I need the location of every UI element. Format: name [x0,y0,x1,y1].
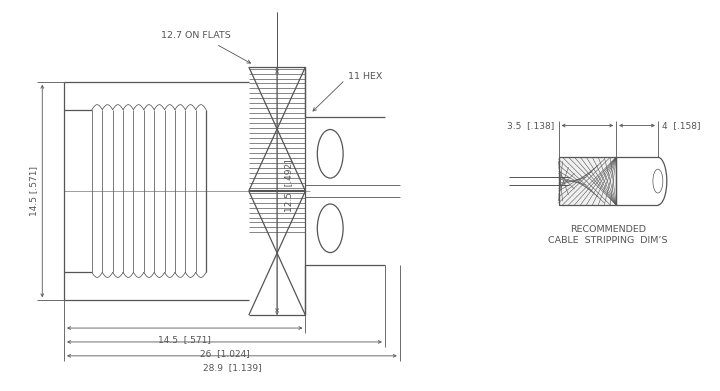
Text: 11 HEX: 11 HEX [348,72,382,81]
Text: 12.7 ON FLATS: 12.7 ON FLATS [161,31,231,40]
Text: RECOMMENDED: RECOMMENDED [570,225,647,234]
Text: 4  [.158]: 4 [.158] [662,121,701,130]
Text: 3.5  [.138]: 3.5 [.138] [508,121,554,130]
Bar [559,157,616,205]
Text: 28.9  [1.139]: 28.9 [1.139] [202,363,261,372]
Text: 12.5  [.492]: 12.5 [.492] [284,160,293,212]
Text: 26  [1.024]: 26 [1.024] [199,349,249,358]
Text: 14.5  [.571]: 14.5 [.571] [158,335,211,344]
Text: CABLE  STRIPPING  DIM’S: CABLE STRIPPING DIM’S [549,236,668,245]
Text: 14.5 [.571]: 14.5 [.571] [30,166,38,216]
